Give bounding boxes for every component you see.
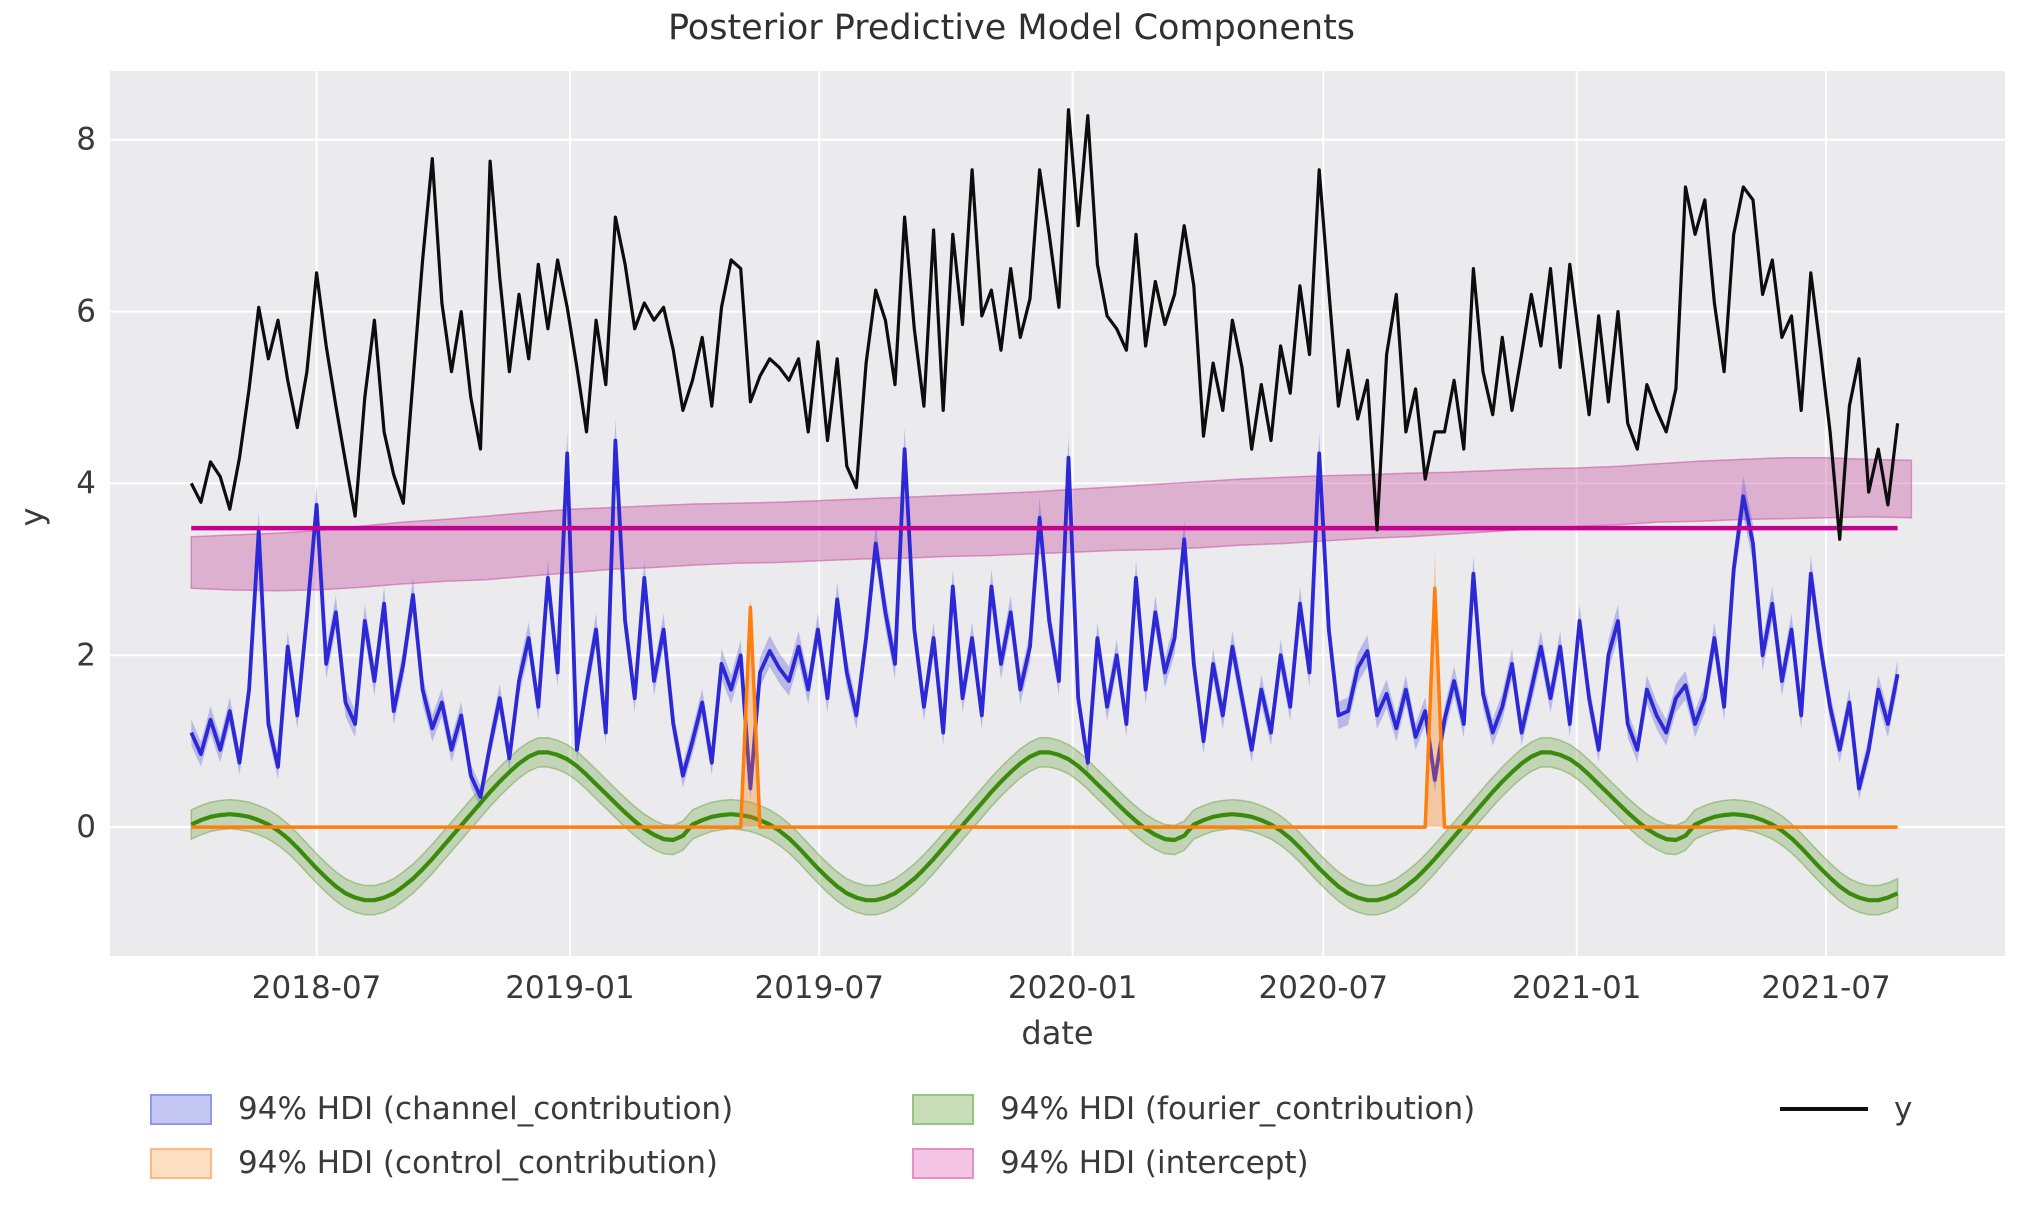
legend-item-channel: 94% HDI (channel_contribution)	[150, 1091, 733, 1127]
chart-title: Posterior Predictive Model Components	[667, 8, 1356, 48]
intercept-hdi-swatch	[912, 1147, 974, 1179]
x-tick-label: 2021-07	[1761, 970, 1891, 1006]
legend-label: 94% HDI (fourier_contribution)	[1000, 1091, 1476, 1127]
x-tick-label: 2021-01	[1512, 970, 1642, 1006]
legend-item-intercept: 94% HDI (intercept)	[912, 1145, 1309, 1181]
x-tick-label: 2020-01	[1008, 970, 1138, 1006]
channel-hdi-swatch	[150, 1093, 212, 1125]
y-observed-line	[189, 108, 1900, 541]
chart-canvas: 0 2 4 6 8 2018-07 2019-01 2019-07 2020-01 2020-07…	[76, 71, 2005, 1006]
x-tick-label: 2019-01	[505, 970, 635, 1006]
y-tick-label: 2	[76, 637, 96, 673]
fourier-contribution-line	[190, 750, 1899, 903]
legend-label: 94% HDI (intercept)	[1000, 1145, 1309, 1181]
y-tick-label: 6	[76, 294, 96, 330]
x-tick-label: 2019-07	[754, 970, 884, 1006]
x-tick-label: 2020-07	[1259, 970, 1389, 1006]
control-contribution-line	[191, 586, 1898, 829]
y-tick-label: 8	[76, 122, 96, 158]
legend-item-control: 94% HDI (control_contribution)	[150, 1145, 718, 1181]
control-hdi-swatch	[150, 1147, 212, 1179]
legend-label: 94% HDI (control_contribution)	[238, 1145, 718, 1181]
y-tick-label: 4	[76, 465, 96, 501]
control-hdi-band	[740, 593, 761, 828]
legend-label: 94% HDI (channel_contribution)	[238, 1091, 734, 1127]
fourier-hdi-swatch	[912, 1093, 974, 1125]
x-tick-label: 2018-07	[252, 970, 382, 1006]
control-hdi-band	[1425, 552, 1445, 828]
legend-item-fourier: 94% HDI (fourier_contribution)	[912, 1091, 1475, 1127]
y-line-swatch	[1780, 1107, 1868, 1111]
x-axis-label: date	[1021, 1014, 1094, 1052]
fourier-hdi-band	[190, 737, 1899, 916]
legend-item-y: y	[1780, 1091, 1912, 1127]
channel-contribution-line	[189, 438, 1900, 799]
y-tick-label: 0	[76, 809, 96, 845]
legend-label: y	[1894, 1091, 1913, 1127]
